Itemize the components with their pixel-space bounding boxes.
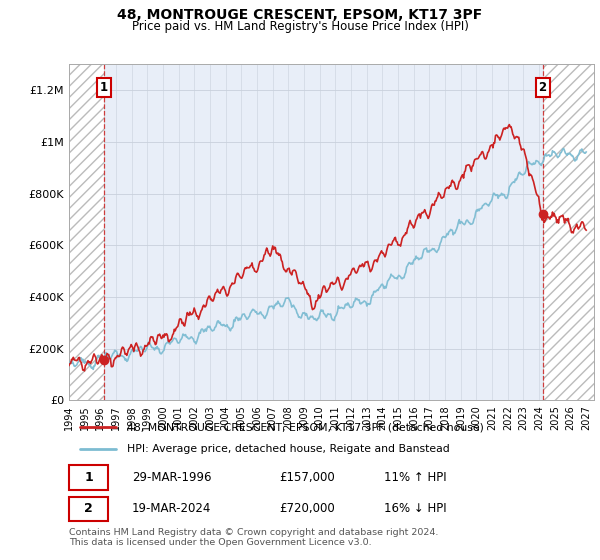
Text: 29-MAR-1996: 29-MAR-1996	[132, 471, 212, 484]
Text: £720,000: £720,000	[279, 502, 335, 515]
Bar	[69, 64, 104, 400]
Text: 19-MAR-2024: 19-MAR-2024	[132, 502, 211, 515]
Text: 48, MONTROUGE CRESCENT, EPSOM, KT17 3PF: 48, MONTROUGE CRESCENT, EPSOM, KT17 3PF	[118, 8, 482, 22]
Text: 2: 2	[85, 502, 93, 515]
Text: This data is licensed under the Open Government Licence v3.0.: This data is licensed under the Open Gov…	[69, 538, 371, 547]
Text: £157,000: £157,000	[279, 471, 335, 484]
Text: 1: 1	[100, 81, 108, 95]
Text: Price paid vs. HM Land Registry's House Price Index (HPI): Price paid vs. HM Land Registry's House …	[131, 20, 469, 32]
Text: Contains HM Land Registry data © Crown copyright and database right 2024.: Contains HM Land Registry data © Crown c…	[69, 528, 439, 536]
Text: HPI: Average price, detached house, Reigate and Banstead: HPI: Average price, detached house, Reig…	[127, 444, 449, 454]
Text: 2: 2	[539, 81, 547, 95]
Bar	[542, 64, 594, 400]
Text: 16% ↓ HPI: 16% ↓ HPI	[384, 502, 446, 515]
FancyBboxPatch shape	[69, 497, 109, 521]
Text: 48, MONTROUGE CRESCENT, EPSOM, KT17 3PF (detached house): 48, MONTROUGE CRESCENT, EPSOM, KT17 3PF …	[127, 422, 484, 432]
Text: 11% ↑ HPI: 11% ↑ HPI	[384, 471, 446, 484]
Text: 1: 1	[85, 471, 93, 484]
FancyBboxPatch shape	[69, 465, 109, 490]
